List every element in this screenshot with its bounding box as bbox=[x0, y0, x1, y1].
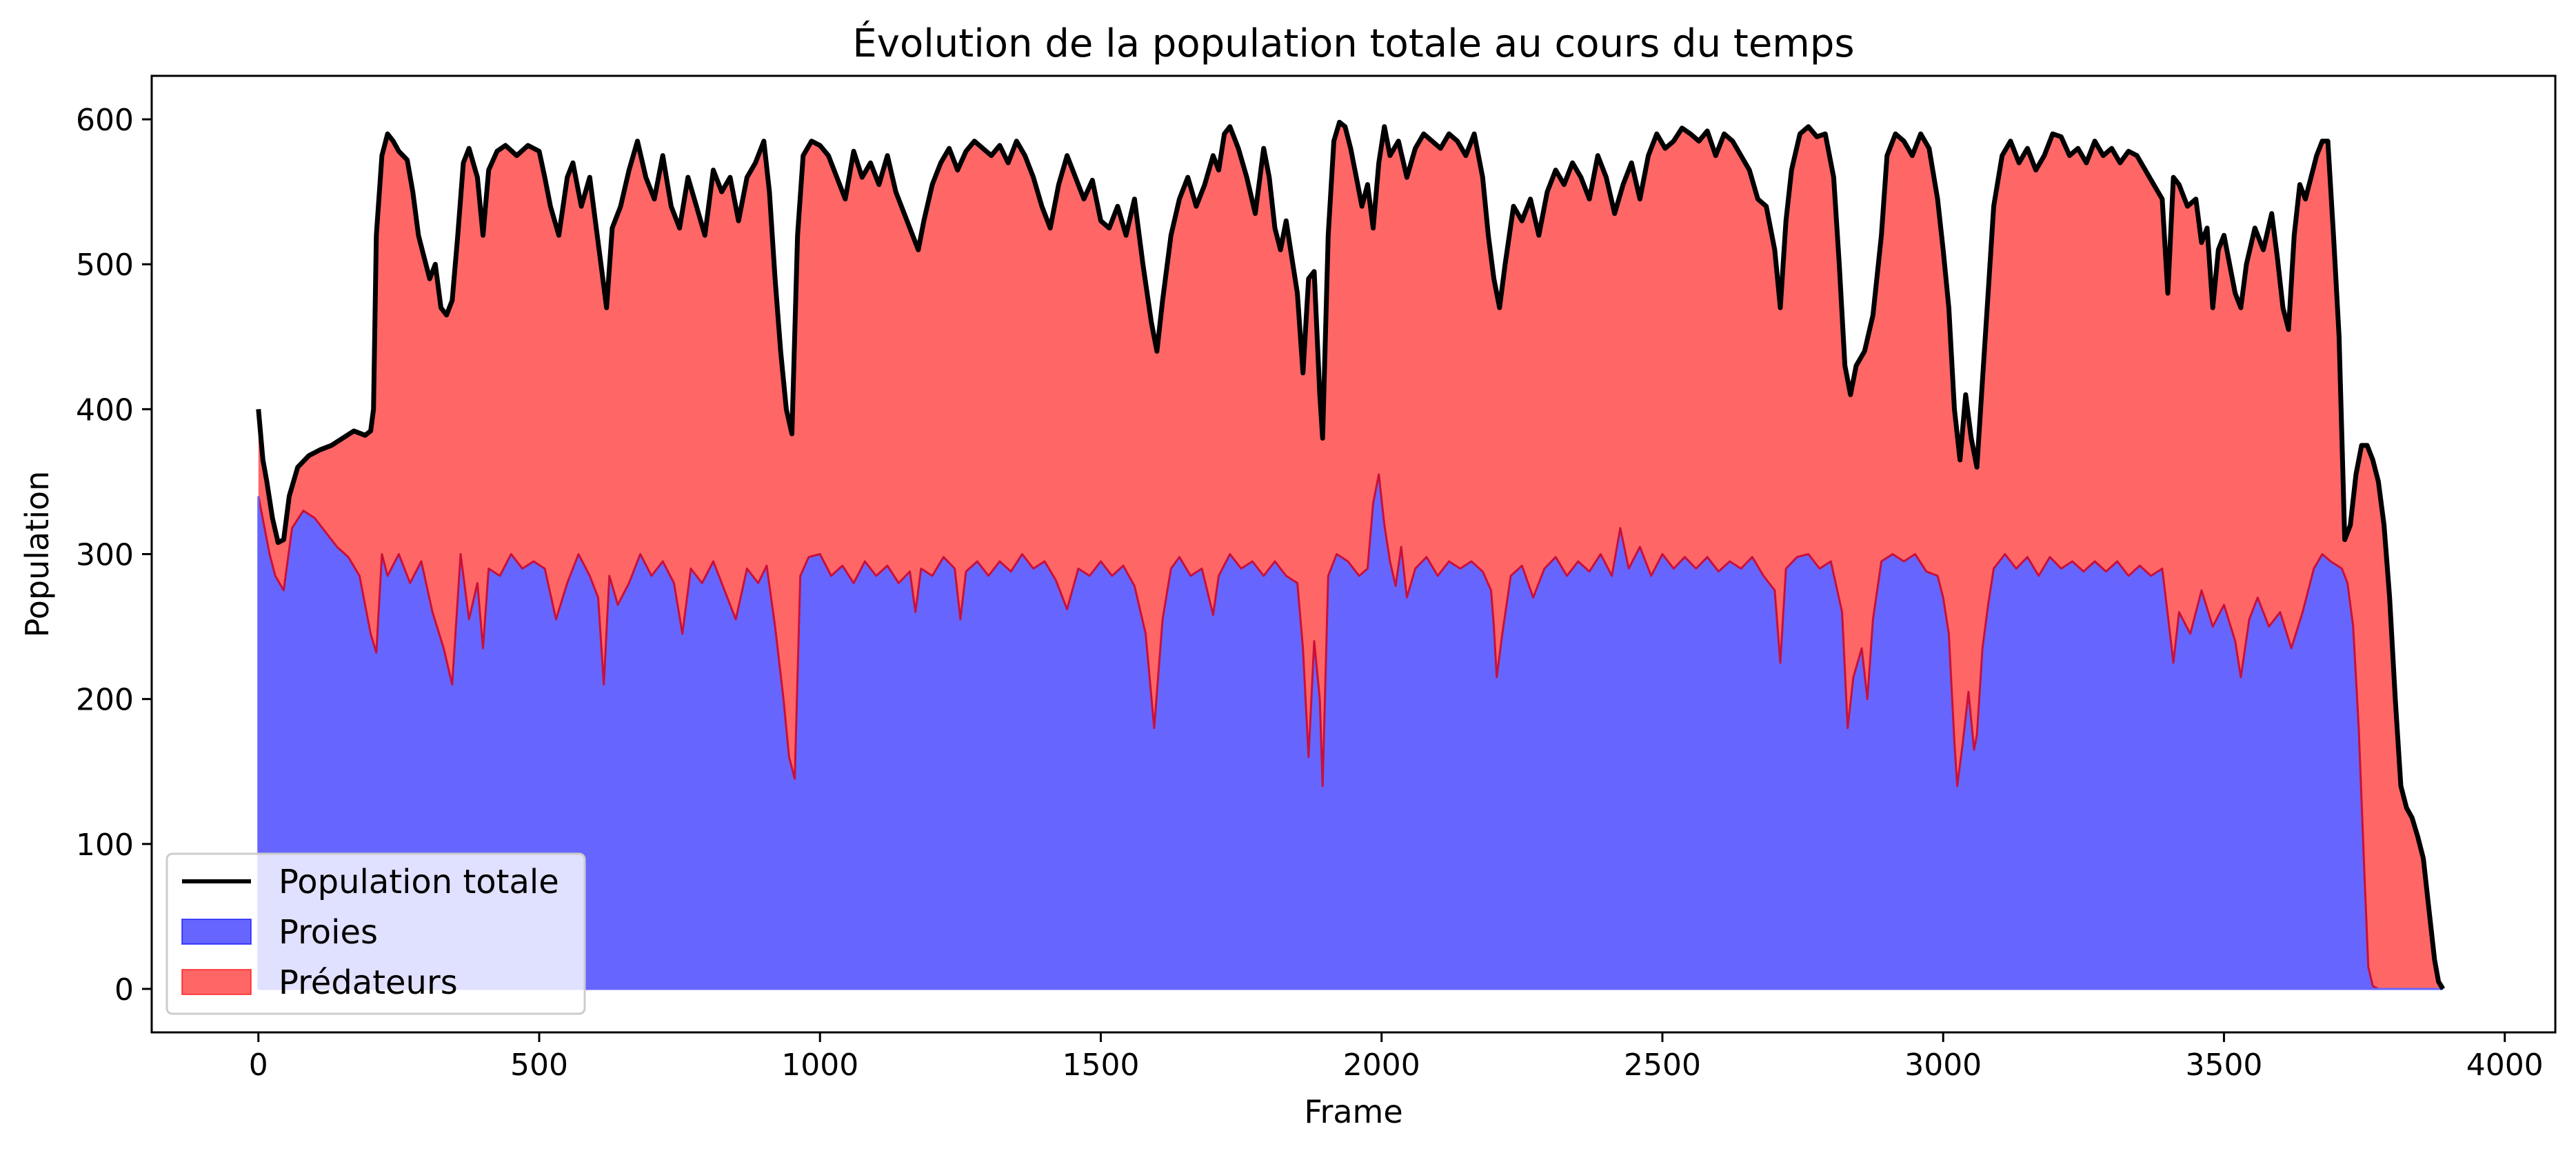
x-tick-label: 3000 bbox=[1904, 1048, 1982, 1083]
y-axis-label: Population bbox=[19, 471, 56, 638]
x-tick-label: 2000 bbox=[1343, 1048, 1420, 1083]
x-tick-label: 3500 bbox=[2185, 1048, 2262, 1083]
y-tick-label: 300 bbox=[76, 538, 134, 573]
legend-box bbox=[165, 852, 586, 1015]
legend-swatch-proies bbox=[181, 919, 252, 945]
y-tick-label: 0 bbox=[114, 972, 134, 1008]
x-tick-label: 0 bbox=[249, 1048, 268, 1083]
axes: 0 500 1000 1500 2000 2500 3000 3500 4000 0 100 200 3… bbox=[76, 74, 2557, 1083]
y-tick-label: 400 bbox=[76, 392, 134, 428]
plot-area bbox=[256, 119, 2446, 990]
legend-swatch-predateurs bbox=[181, 969, 252, 995]
x-tick-label: 2500 bbox=[1624, 1048, 1701, 1083]
chart-title: Évolution de la population totale au cou… bbox=[852, 21, 1854, 66]
legend-label-predateurs: Prédateurs bbox=[279, 963, 458, 1002]
boundary-proies-predateurs bbox=[257, 473, 2444, 990]
y-tick-label: 500 bbox=[76, 248, 134, 283]
x-tick-label: 1000 bbox=[781, 1048, 858, 1083]
x-tick-label: 4000 bbox=[2466, 1048, 2544, 1083]
y-tick-label: 200 bbox=[76, 683, 134, 718]
legend-label-population-totale: Population totale bbox=[279, 863, 559, 901]
line-population-totale bbox=[256, 119, 2446, 990]
legend-label-proies: Proies bbox=[279, 913, 378, 952]
area-predateurs bbox=[258, 122, 2444, 990]
y-tick-label: 100 bbox=[76, 828, 134, 863]
x-tick-label: 1500 bbox=[1062, 1048, 1139, 1083]
legend: Population totale Proies Prédateurs bbox=[165, 852, 586, 1015]
area-proies bbox=[258, 474, 2444, 989]
x-axis-label: Frame bbox=[1304, 1093, 1402, 1130]
x-tick-label: 500 bbox=[510, 1048, 568, 1083]
y-tick-label: 600 bbox=[76, 103, 134, 138]
